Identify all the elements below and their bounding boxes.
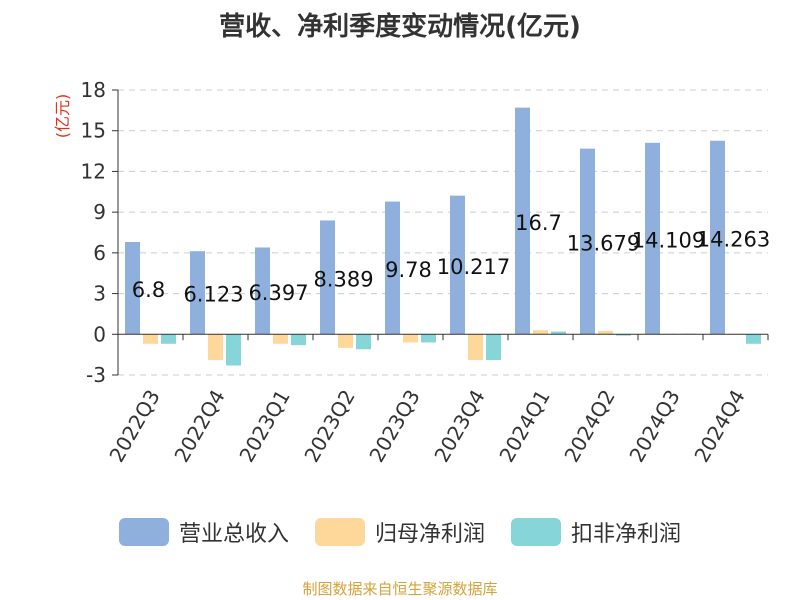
x-tick-label: 2023Q2 [299,386,359,467]
bar-revenue [190,251,205,335]
bar-deducted-net-profit [356,334,371,350]
bar-revenue [580,148,595,335]
source-note: 制图数据来自恒生聚源数据库 [302,580,498,598]
data-label: 10.217 [437,255,510,279]
bar-deducted-net-profit [486,334,501,361]
bar-revenue [710,140,725,335]
x-tick-label: 2022Q4 [169,386,229,467]
bar-revenue [515,107,530,335]
legend-swatch-deducted-net-profit [511,518,561,546]
data-label: 8.389 [313,267,373,291]
y-tick-label: 15 [81,119,106,143]
bar-net-profit [273,334,288,344]
bar-net-profit [468,334,483,361]
data-label: 9.78 [385,258,432,282]
bar-deducted-net-profit [746,334,761,344]
chart-title: 营收、净利季度变动情况(亿元) [219,12,581,42]
bar-revenue [645,142,660,335]
bar-net-profit [208,334,223,361]
x-tick-label: 2022Q3 [104,386,164,467]
bar-deducted-net-profit [291,334,306,346]
bar-net-profit [403,334,418,343]
legend-label-revenue: 营业总收入 [178,522,289,547]
x-tick-label: 2023Q3 [364,386,424,467]
data-label: 14.263 [697,228,770,252]
legend-item-net-profit[interactable]: 归母净利润 [314,516,485,548]
bar-revenue [385,201,400,335]
y-tick-label: 6 [93,241,106,265]
legend-label-net-profit: 归母净利润 [374,522,485,547]
bar-net-profit [143,334,158,344]
data-label: 6.123 [183,283,243,307]
x-tick-label: 2024Q2 [559,386,619,467]
bar-revenue [255,247,270,335]
legend-swatch-revenue [118,518,169,546]
bar-deducted-net-profit [551,331,566,335]
bar-net-profit [598,330,613,335]
bar-deducted-net-profit [161,334,176,344]
bar-deducted-net-profit [226,334,241,366]
y-tick-label: 0 [93,322,106,346]
legend-label-deducted-net-profit: 扣非净利润 [571,522,682,547]
legend-item-deducted-net-profit[interactable]: 扣非净利润 [511,516,681,548]
legend: 营业总收入 归母净利润 扣非净利润 [0,516,800,548]
bars [125,107,761,366]
x-tick-label: 2023Q1 [234,386,294,467]
x-tick-label: 2024Q1 [494,386,554,467]
x-tick-label: 2024Q4 [689,386,749,467]
bar-revenue [320,220,335,335]
bar-deducted-net-profit [616,334,631,336]
bar-net-profit [338,334,353,348]
y-tick-label: 18 [81,78,106,102]
data-label: 13.679 [567,231,640,255]
y-axis-title: (亿元) [53,94,72,139]
legend-swatch-net-profit [314,518,365,546]
y-tick-label: 9 [93,200,106,224]
data-label: 16.7 [515,211,562,235]
bar-deducted-net-profit [421,334,436,343]
bar-revenue [450,195,465,335]
legend-item-revenue[interactable]: 营业总收入 [118,516,289,548]
y-tick-label: 3 [93,282,106,306]
y-tick-label: -3 [86,363,106,387]
bar-revenue [125,242,140,335]
x-tick-label: 2023Q4 [429,386,489,467]
bar-net-profit [533,330,548,335]
y-tick-label: 12 [81,159,106,183]
data-label: 6.8 [132,278,165,302]
data-label: 14.109 [632,229,705,253]
data-label: 6.397 [248,281,308,305]
x-tick-label: 2024Q3 [624,386,684,467]
